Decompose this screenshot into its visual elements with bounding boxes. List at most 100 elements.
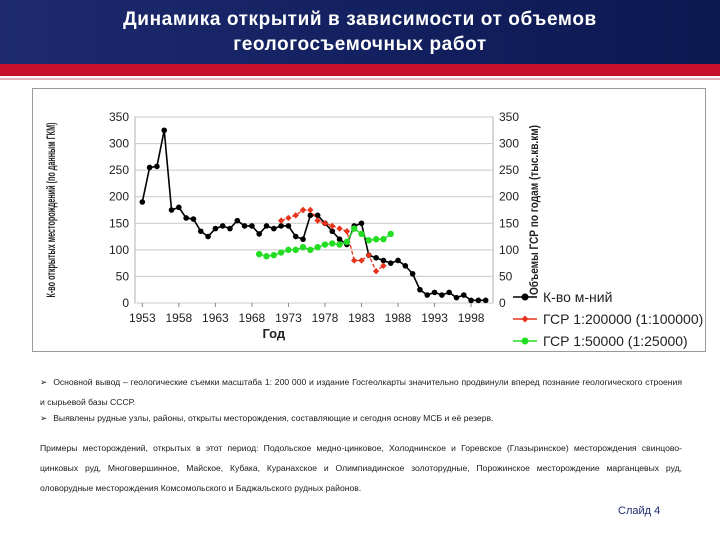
data-point-series-1 [387, 260, 394, 266]
plot-area [134, 116, 494, 304]
data-point-series-1 [227, 225, 233, 232]
data-point-series-3 [299, 244, 307, 251]
data-point-series-1 [139, 199, 146, 205]
slide-title-line1: Динамика открытий в зависимости от объем… [123, 9, 597, 30]
data-point-series-1 [154, 163, 160, 170]
data-point-series-1 [460, 292, 467, 298]
findings-paragraph: ➢ Выявлены рудные узлы, районы, открыты м… [40, 408, 682, 428]
data-point-series-3 [263, 253, 270, 260]
examples-text: Примеры месторождений, открытых в этот п… [40, 443, 682, 493]
data-point-series-1 [263, 223, 270, 229]
data-point-series-1 [409, 270, 416, 277]
data-point-series-3 [256, 250, 263, 258]
conclusion-text: Основной вывод – геологические съемки ма… [40, 377, 682, 407]
x-tick-label: 1998 [458, 311, 485, 325]
data-point-series-1 [482, 297, 489, 304]
chart-frame: 0 0 50 50 100 100 150 150 200 200 250 250 300 300 350 3… [32, 88, 706, 352]
x-tick-label: 1993 [421, 311, 448, 325]
findings-text: Выявлены рудные узлы, районы, открыты ме… [53, 413, 494, 423]
x-tick-label: 1953 [129, 311, 156, 325]
y-tick-label-right: 250 [499, 163, 519, 177]
y-axis-title-right: Объемы ГСР по годам (тыс.кв.км) [529, 125, 541, 295]
data-point-series-1 [146, 164, 153, 171]
data-point-series-1 [468, 297, 474, 304]
y-tick-label-left: 0 [122, 296, 129, 310]
data-point-series-1 [256, 231, 263, 237]
data-point-series-2 [307, 206, 314, 214]
data-point-series-2 [336, 225, 343, 232]
y-tick-label-right: 0 [499, 296, 506, 310]
data-point-series-3 [380, 236, 387, 243]
data-point-series-1 [424, 292, 431, 298]
y-tick-label-left: 200 [109, 190, 129, 204]
x-tick-label: 1973 [275, 311, 302, 325]
data-point-series-1 [431, 289, 438, 296]
data-point-series-1 [183, 215, 189, 221]
data-point-series-2 [380, 262, 387, 269]
data-point-series-3 [285, 246, 292, 254]
data-point-series-3 [372, 236, 380, 243]
y-tick-label-left: 300 [109, 137, 129, 151]
data-point-series-1 [278, 223, 284, 229]
data-point-series-1 [475, 297, 482, 304]
legend-label: К-во м-ний [543, 289, 612, 305]
data-point-series-1 [314, 212, 321, 219]
data-point-series-3 [358, 230, 365, 238]
accent-divider [0, 78, 720, 80]
data-point-series-3 [314, 244, 321, 251]
data-point-series-1 [395, 257, 401, 264]
data-point-series-1 [285, 223, 292, 229]
conclusion-paragraph: ➢ Основной вывод – геологические съемки м… [40, 372, 682, 412]
data-point-series-1 [358, 220, 365, 227]
data-point-series-3 [321, 241, 329, 248]
y-tick-label-right: 200 [499, 190, 519, 204]
data-point-series-2 [277, 217, 285, 224]
data-point-series-1 [417, 286, 423, 293]
data-point-series-3 [365, 237, 372, 244]
data-point-series-1 [307, 212, 314, 219]
data-point-series-1 [380, 257, 387, 264]
legend-marker [521, 315, 529, 323]
data-point-series-3 [336, 241, 343, 248]
accent-stripe [26, 64, 720, 76]
y-tick-label-right: 300 [499, 137, 519, 151]
y-axis-title-left: К-во открытых месторождений (по данным Г… [46, 122, 58, 297]
slide-number: Слайд 4 [618, 505, 661, 517]
y-tick-label-left: 50 [116, 269, 130, 283]
data-point-series-2 [358, 257, 365, 264]
y-tick-label-right: 50 [499, 269, 513, 283]
x-tick-label: 1963 [202, 311, 229, 325]
data-point-series-1 [300, 236, 306, 243]
data-point-series-3 [343, 238, 351, 246]
accent-stripe-left [0, 64, 26, 76]
legend-label: ГСР 1:200000 (1:100000) [543, 311, 703, 327]
data-point-series-1 [176, 204, 182, 211]
x-tick-label: 1958 [165, 311, 192, 325]
line-chart: 0 0 50 50 100 100 150 150 200 200 250 250 300 300 350 3… [46, 110, 703, 349]
y-tick-label-left: 100 [109, 243, 129, 257]
y-tick-label-right: 100 [499, 243, 519, 257]
data-point-series-1 [190, 216, 197, 222]
data-point-series-2 [329, 222, 336, 230]
y-tick-label-right: 150 [499, 216, 519, 230]
data-point-series-1 [241, 223, 248, 229]
y-tick-label-left: 350 [109, 110, 129, 124]
examples-paragraph: Примеры месторождений, открытых в этот п… [40, 438, 682, 498]
legend-label: ГСР 1:50000 (1:25000) [543, 333, 688, 349]
data-point-series-1 [271, 225, 277, 232]
data-point-series-1 [402, 263, 409, 269]
data-point-series-1 [161, 127, 168, 134]
data-point-series-2 [365, 251, 372, 259]
data-point-series-1 [219, 223, 226, 229]
x-axis-title: Год [262, 326, 285, 341]
x-tick-label: 1968 [239, 311, 266, 325]
y-tick-label-left: 150 [109, 216, 129, 230]
x-tick-label: 1988 [385, 311, 412, 325]
data-point-series-1 [234, 217, 241, 224]
data-point-series-1 [292, 233, 299, 240]
data-point-series-3 [270, 251, 278, 259]
data-point-series-2 [314, 217, 321, 224]
data-point-series-1 [453, 294, 460, 301]
legend-marker [521, 293, 529, 301]
data-point-series-1 [212, 225, 219, 232]
